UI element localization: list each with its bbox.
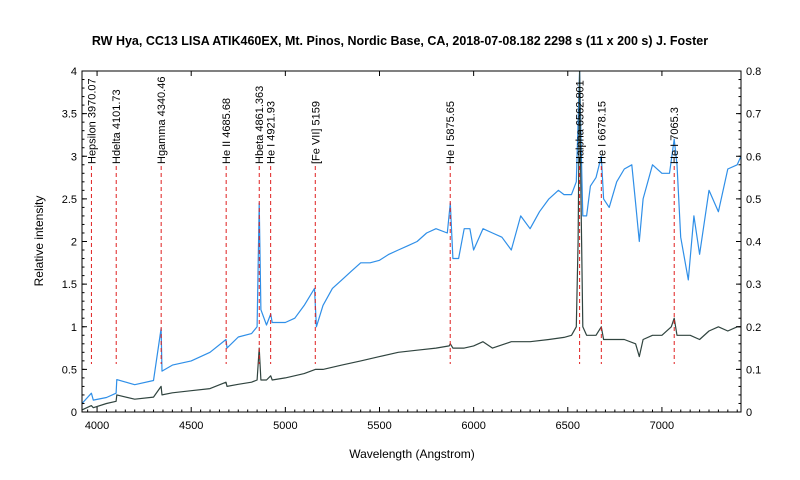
x-tick-label-2: 4500	[179, 420, 203, 432]
line-marker-label-10: He I 6678.15	[596, 101, 608, 164]
y-tick-label-2: 0.5	[62, 364, 77, 376]
y2-tick-label-9: 0.8	[746, 66, 761, 78]
x-tick-label-6: 6500	[556, 420, 580, 432]
line-marker-label-9: Halpha 6562.801	[575, 80, 587, 164]
line-marker-label-6: He I 4921.93	[266, 101, 278, 164]
y-tick-label-4: 1.5	[62, 279, 77, 291]
series-line-1	[82, 71, 741, 404]
y-tick-label-3: 1	[71, 322, 77, 334]
plot-area: Hepsilon 3970.07 Hdelta 4101.73 Hgamma 434…	[62, 66, 762, 432]
line-marker-label-2: Hdelta 4101.73	[111, 89, 123, 164]
line-marker-label-8: He I 5875.65	[445, 101, 457, 164]
plot-frame	[81, 70, 742, 413]
x-tick-label-7: 7000	[650, 420, 674, 432]
x-tick-label-1: 4000	[85, 420, 109, 432]
x-axis-label: Wavelength (Angstrom)	[349, 447, 475, 461]
series-group	[82, 71, 741, 411]
line-marker-label-1: Hepsilon 3970.07	[86, 78, 98, 164]
x-tick-label-5: 6000	[461, 420, 485, 432]
line-marker-label-5: Hbeta 4861.363	[254, 86, 266, 164]
y-axis-label: Relative intensity	[32, 196, 46, 287]
y2-tick-label-8: 0.7	[746, 109, 761, 121]
y-tick-label-5: 2	[71, 237, 77, 249]
series-line-2	[82, 71, 741, 411]
chart-title: RW Hya, CC13 LISA ATIK460EX, Mt. Pinos, …	[92, 34, 708, 48]
line-marker-label-11: He I 7065.3	[669, 107, 681, 164]
y-tick-label-1: 0	[71, 407, 77, 419]
y-tick-label-8: 3.5	[62, 109, 77, 121]
line-marker-label-3: Hgamma 4340.46	[156, 77, 168, 164]
y2-tick-label-1: 0	[746, 407, 752, 419]
line-marker-label-7: [Fe VII] 5159	[310, 101, 322, 164]
y-tick-label-6: 2.5	[62, 194, 77, 206]
y-tick-label-9: 4	[71, 66, 77, 78]
x-tick-label-4: 5500	[367, 420, 391, 432]
y2-tick-label-7: 0.6	[746, 151, 761, 163]
y2-tick-label-4: 0.3	[746, 279, 761, 291]
y2-tick-label-6: 0.5	[746, 194, 761, 206]
y-tick-label-7: 3	[71, 151, 77, 163]
x-tick-label-3: 5000	[273, 420, 297, 432]
y2-tick-label-5: 0.4	[746, 237, 761, 249]
y2-tick-label-3: 0.2	[746, 322, 761, 334]
line-marker-label-4: He II 4685.68	[221, 98, 233, 164]
y2-tick-label-2: 0.1	[746, 364, 761, 376]
